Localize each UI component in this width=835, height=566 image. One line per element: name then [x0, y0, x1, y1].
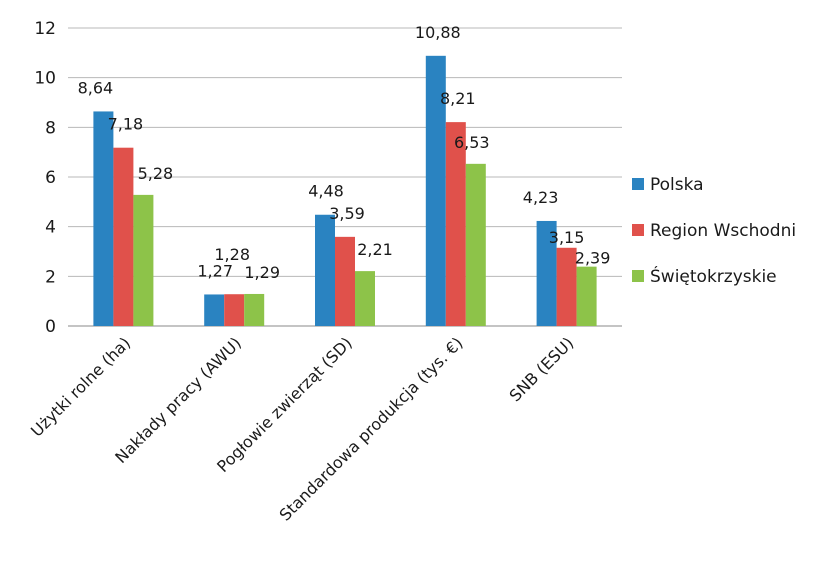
legend-swatch — [632, 178, 644, 190]
bar — [536, 220, 557, 326]
bar — [315, 214, 335, 326]
legend-label: Świętokrzyskie — [650, 265, 777, 287]
bar — [445, 122, 466, 326]
bar — [425, 55, 446, 327]
bar — [133, 194, 154, 326]
legend: Polska Region Wschodni Świętokrzyskie — [632, 175, 796, 287]
data-label: 5,28 — [138, 164, 174, 183]
gridlines — [68, 27, 622, 327]
x-category-label: Nakłady pracy (AWU) — [111, 333, 245, 467]
bar — [113, 147, 134, 326]
y-tick-label: 6 — [45, 168, 56, 188]
data-label: 4,23 — [523, 188, 559, 207]
data-labels: 8,64 1,27 4,48 10,88 4,23 7,18 1,28 3,59 8,21 3,1… — [78, 23, 611, 282]
data-label: 3,15 — [549, 228, 585, 247]
x-category-label: Użytki rolne (ha) — [27, 333, 134, 440]
x-category-label: SNB (ESU) — [506, 333, 578, 405]
bar — [576, 266, 597, 326]
legend-swatch — [632, 270, 644, 282]
bar — [224, 294, 245, 326]
data-label: 6,53 — [454, 133, 490, 152]
bar — [93, 111, 114, 326]
y-tick-label: 8 — [45, 118, 56, 138]
data-label: 7,18 — [108, 115, 144, 134]
data-label: 1,29 — [244, 263, 280, 282]
y-tick-label: 4 — [45, 218, 56, 238]
y-tick-label: 0 — [45, 317, 56, 337]
x-axis: Użytki rolne (ha)Nakłady pracy (AWU)Pogł… — [27, 333, 577, 524]
y-tick-label: 2 — [45, 267, 56, 287]
data-label: 10,88 — [415, 23, 461, 42]
legend-label: Polska — [650, 175, 704, 195]
bar — [244, 293, 265, 326]
y-tick-label: 10 — [34, 69, 56, 89]
data-label: 2,39 — [575, 249, 611, 268]
bar — [355, 271, 375, 326]
legend-label: Region Wschodni — [650, 221, 796, 241]
data-label: 1,28 — [214, 245, 250, 264]
bar — [465, 163, 486, 326]
data-label: 1,27 — [197, 261, 233, 280]
y-tick-label: 12 — [34, 19, 56, 39]
bar — [556, 247, 577, 326]
bars — [93, 55, 597, 327]
legend-swatch — [632, 224, 644, 236]
x-category-label: Standardowa produkcja (tys. €) — [275, 333, 466, 524]
data-label: 4,48 — [308, 182, 344, 201]
data-label: 8,21 — [440, 89, 476, 108]
data-label: 2,21 — [357, 240, 393, 259]
data-label: 8,64 — [78, 78, 114, 97]
bar — [335, 236, 355, 326]
y-axis: 0 2 4 6 8 10 12 — [34, 19, 56, 337]
bar — [204, 294, 225, 326]
data-label: 3,59 — [329, 204, 365, 223]
